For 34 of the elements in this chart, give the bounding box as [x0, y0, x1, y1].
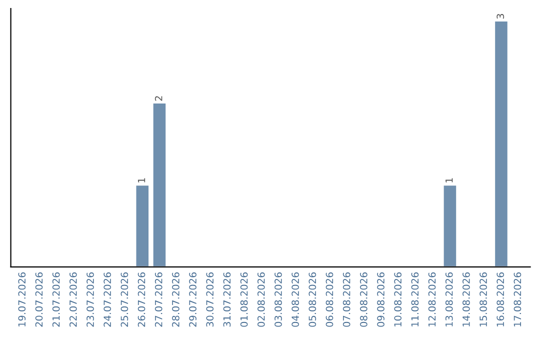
x-tick-label: 01.08.2026: [240, 272, 248, 327]
x-tick-label: 11.08.2026: [411, 272, 419, 326]
x-tick-label: 31.07.2026: [223, 272, 231, 327]
x-tick-label: 12.08.2026: [428, 272, 436, 326]
x-tick-label: 07.08.2026: [342, 272, 350, 327]
x-tick-label: 23.07.2026: [86, 272, 94, 327]
x-tick-label: 14.08.2026: [462, 272, 470, 326]
x-tick-label: 26.07.2026: [138, 272, 146, 327]
x-tick-label: 09.08.2026: [377, 272, 384, 327]
x-tick-label: 19.07.2026: [18, 272, 26, 326]
data-label: 1: [138, 178, 146, 182]
x-tick-label: 21.07.2026: [52, 272, 60, 327]
x-tick-label: 04.08.2026: [292, 272, 299, 327]
x-tick-label: 17.08.2026: [514, 272, 522, 326]
x-tick-label: 25.07.2026: [120, 272, 128, 327]
data-label: 2: [154, 96, 162, 101]
x-tick-label: 28.07.2026: [172, 272, 180, 327]
x-tick-label: 30.07.2026: [206, 272, 214, 327]
x-tick-label: 10.08.2026: [394, 272, 402, 326]
x-tick-label: 24.07.2026: [104, 272, 112, 327]
x-tick-label: 16.08.2026: [496, 272, 504, 326]
x-tick-label: 29.07.2026: [189, 272, 196, 327]
x-tick-label: 27.07.2026: [154, 272, 162, 327]
x-tick-label: 22.07.2026: [69, 272, 77, 327]
x-tick-label: 20.07.2026: [35, 272, 43, 327]
x-tick-label: 15.08.2026: [480, 272, 487, 326]
data-label: 1: [446, 178, 453, 182]
x-tick-label: 08.08.2026: [360, 272, 368, 327]
x-tick-label: 13.08.2026: [445, 272, 453, 326]
x-tick-label: 05.08.2026: [308, 272, 316, 327]
x-tick-label: 02.08.2026: [257, 272, 265, 327]
data-label: 3: [496, 14, 504, 19]
x-tick-label: 03.08.2026: [274, 272, 282, 327]
x-tick-label: 06.08.2026: [326, 272, 334, 327]
